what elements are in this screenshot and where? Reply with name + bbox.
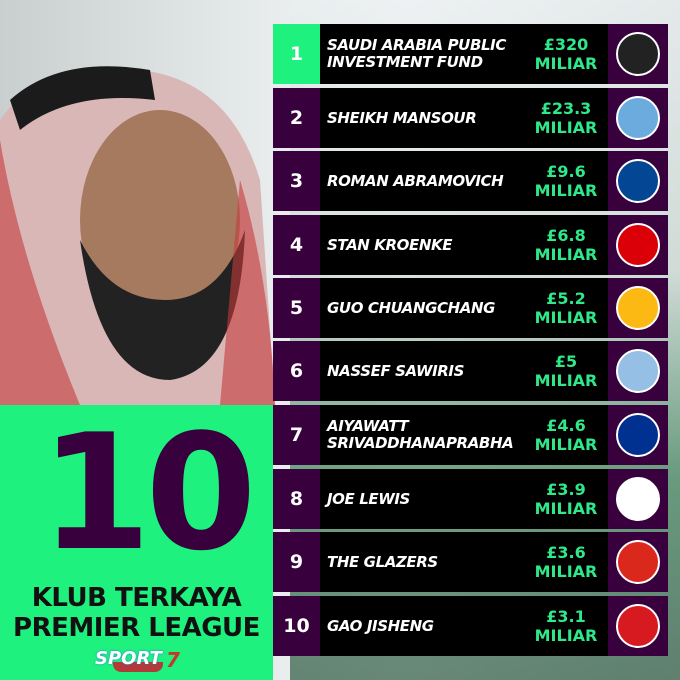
owner-cell: SHEIKH MANSOUR £23.3 MILIAR — [320, 88, 608, 148]
wealth-unit: MILIAR — [534, 435, 598, 454]
owner-name: STAN KROENKE — [327, 235, 453, 254]
wealth-value: £5.2 MILIAR — [528, 289, 604, 327]
owner-cell: JOE LEWIS £3.9 MILIAR — [320, 469, 608, 529]
ranking-row: 10 GAO JISHENG £3.1 MILIAR — [273, 596, 668, 656]
wolves-crest-icon — [616, 286, 660, 330]
ranking-row: 7 AIYAWATT SRIVADDHANAPRABHA £4.6 MILIAR — [273, 405, 668, 465]
wealth-unit: MILIAR — [534, 118, 598, 137]
owner-cell: AIYAWATT SRIVADDHANAPRABHA £4.6 MILIAR — [320, 405, 608, 465]
rank-number: 2 — [273, 88, 320, 148]
wealth-value: £3.1 MILIAR — [528, 607, 604, 645]
ranking-row: 1 SAUDI ARABIA PUBLIC INVESTMENT FUND £3… — [273, 24, 668, 84]
wealth-amount: £23.3 — [540, 99, 592, 118]
wealth-unit: MILIAR — [534, 181, 598, 200]
man-city-crest-icon — [616, 96, 660, 140]
wealth-amount: £3.6 — [546, 543, 586, 562]
aston-villa-crest-icon — [616, 349, 660, 393]
man-united-crest-icon — [616, 540, 660, 584]
tottenham-crest-icon — [616, 477, 660, 521]
club-cell — [608, 215, 668, 275]
rank-number: 10 — [273, 596, 320, 656]
club-cell — [608, 24, 668, 84]
club-cell — [608, 341, 668, 401]
owner-name: GAO JISHENG — [327, 616, 434, 635]
ranking-row: 3 ROMAN ABRAMOVICH £9.6 MILIAR — [273, 151, 668, 211]
wealth-amount: £9.6 — [546, 162, 586, 181]
logo-band — [113, 662, 163, 672]
owner-cell: GAO JISHENG £3.1 MILIAR — [320, 596, 608, 656]
owner-cell: STAN KROENKE £6.8 MILIAR — [320, 215, 608, 275]
club-cell — [608, 151, 668, 211]
newcastle-crest-icon — [616, 32, 660, 76]
ranking-row: 2 SHEIKH MANSOUR £23.3 MILIAR — [273, 88, 668, 148]
club-cell — [608, 469, 668, 529]
southampton-crest-icon — [616, 604, 660, 648]
wealth-unit: MILIAR — [534, 308, 598, 327]
club-cell — [608, 405, 668, 465]
wealth-unit: MILIAR — [534, 499, 598, 518]
owner-name: ROMAN ABRAMOVICH — [327, 171, 504, 190]
owner-name: GUO CHUANGCHANG — [327, 298, 496, 317]
owner-cell: THE GLAZERS £3.6 MILIAR — [320, 532, 608, 592]
wealth-value: £23.3 MILIAR — [528, 99, 604, 137]
wealth-amount: £4.6 — [546, 416, 586, 435]
wealth-amount: £3.1 — [546, 607, 586, 626]
wealth-value: £320 MILIAR — [528, 35, 604, 73]
wealth-amount: £320 — [543, 35, 589, 54]
wealth-value: £6.8 MILIAR — [528, 226, 604, 264]
owner-cell: ROMAN ABRAMOVICH £9.6 MILIAR — [320, 151, 608, 211]
club-cell — [608, 278, 668, 338]
ranking-row: 4 STAN KROENKE £6.8 MILIAR — [273, 215, 668, 275]
club-cell — [608, 596, 668, 656]
rank-number: 1 — [273, 24, 320, 84]
wealth-value: £4.6 MILIAR — [528, 416, 604, 454]
arsenal-crest-icon — [616, 223, 660, 267]
rank-number: 7 — [273, 405, 320, 465]
logo-number: 7 — [166, 648, 180, 672]
rank-number: 8 — [273, 469, 320, 529]
headline-line-2: PREMIER LEAGUE — [13, 613, 260, 643]
wealth-value: £3.9 MILIAR — [528, 480, 604, 518]
owner-name: JOE LEWIS — [327, 489, 410, 508]
wealth-unit: MILIAR — [534, 562, 598, 581]
wealth-unit: MILIAR — [534, 626, 598, 645]
wealth-unit: MILIAR — [534, 245, 598, 264]
owner-name: SHEIKH MANSOUR — [327, 108, 477, 127]
wealth-amount: £5 — [554, 352, 578, 371]
sport7-logo: SPORT 7 — [95, 648, 185, 676]
club-cell — [608, 88, 668, 148]
rank-number: 4 — [273, 215, 320, 275]
ranking-row: 8 JOE LEWIS £3.9 MILIAR — [273, 469, 668, 529]
ranking-row: 5 GUO CHUANGCHANG £5.2 MILIAR — [273, 278, 668, 338]
wealth-amount: £6.8 — [546, 226, 586, 245]
rank-number: 6 — [273, 341, 320, 401]
rank-number: 9 — [273, 532, 320, 592]
wealth-amount: £3.9 — [546, 480, 586, 499]
headline-line-1: KLUB TERKAYA — [31, 583, 242, 613]
leicester-crest-icon — [616, 413, 660, 457]
portrait-photo — [0, 66, 275, 405]
wealth-value: £9.6 MILIAR — [528, 162, 604, 200]
wealth-unit: MILIAR — [534, 54, 598, 73]
wealth-unit: MILIAR — [534, 371, 598, 390]
ranking-row: 6 NASSEF SAWIRIS £5 MILIAR — [273, 341, 668, 401]
rank-number: 5 — [273, 278, 320, 338]
chelsea-crest-icon — [616, 159, 660, 203]
club-cell — [608, 532, 668, 592]
owner-name: AIYAWATT SRIVADDHANAPRABHA — [327, 417, 514, 452]
rank-number: 3 — [273, 151, 320, 211]
wealth-amount: £5.2 — [546, 289, 586, 308]
owner-name: THE GLAZERS — [327, 552, 438, 571]
owner-cell: NASSEF SAWIRIS £5 MILIAR — [320, 341, 608, 401]
wealth-value: £3.6 MILIAR — [528, 543, 604, 581]
ranking-row: 9 THE GLAZERS £3.6 MILIAR — [273, 532, 668, 592]
headline-number: 10 — [40, 399, 257, 586]
logo-text: SPORT — [95, 648, 162, 669]
title-panel — [0, 405, 273, 680]
wealth-value: £5 MILIAR — [528, 352, 604, 390]
owner-name: SAUDI ARABIA PUBLIC INVESTMENT FUND — [327, 36, 506, 71]
owner-cell: GUO CHUANGCHANG £5.2 MILIAR — [320, 278, 608, 338]
owner-name: NASSEF SAWIRIS — [327, 361, 465, 380]
owner-cell: SAUDI ARABIA PUBLIC INVESTMENT FUND £320… — [320, 24, 608, 84]
